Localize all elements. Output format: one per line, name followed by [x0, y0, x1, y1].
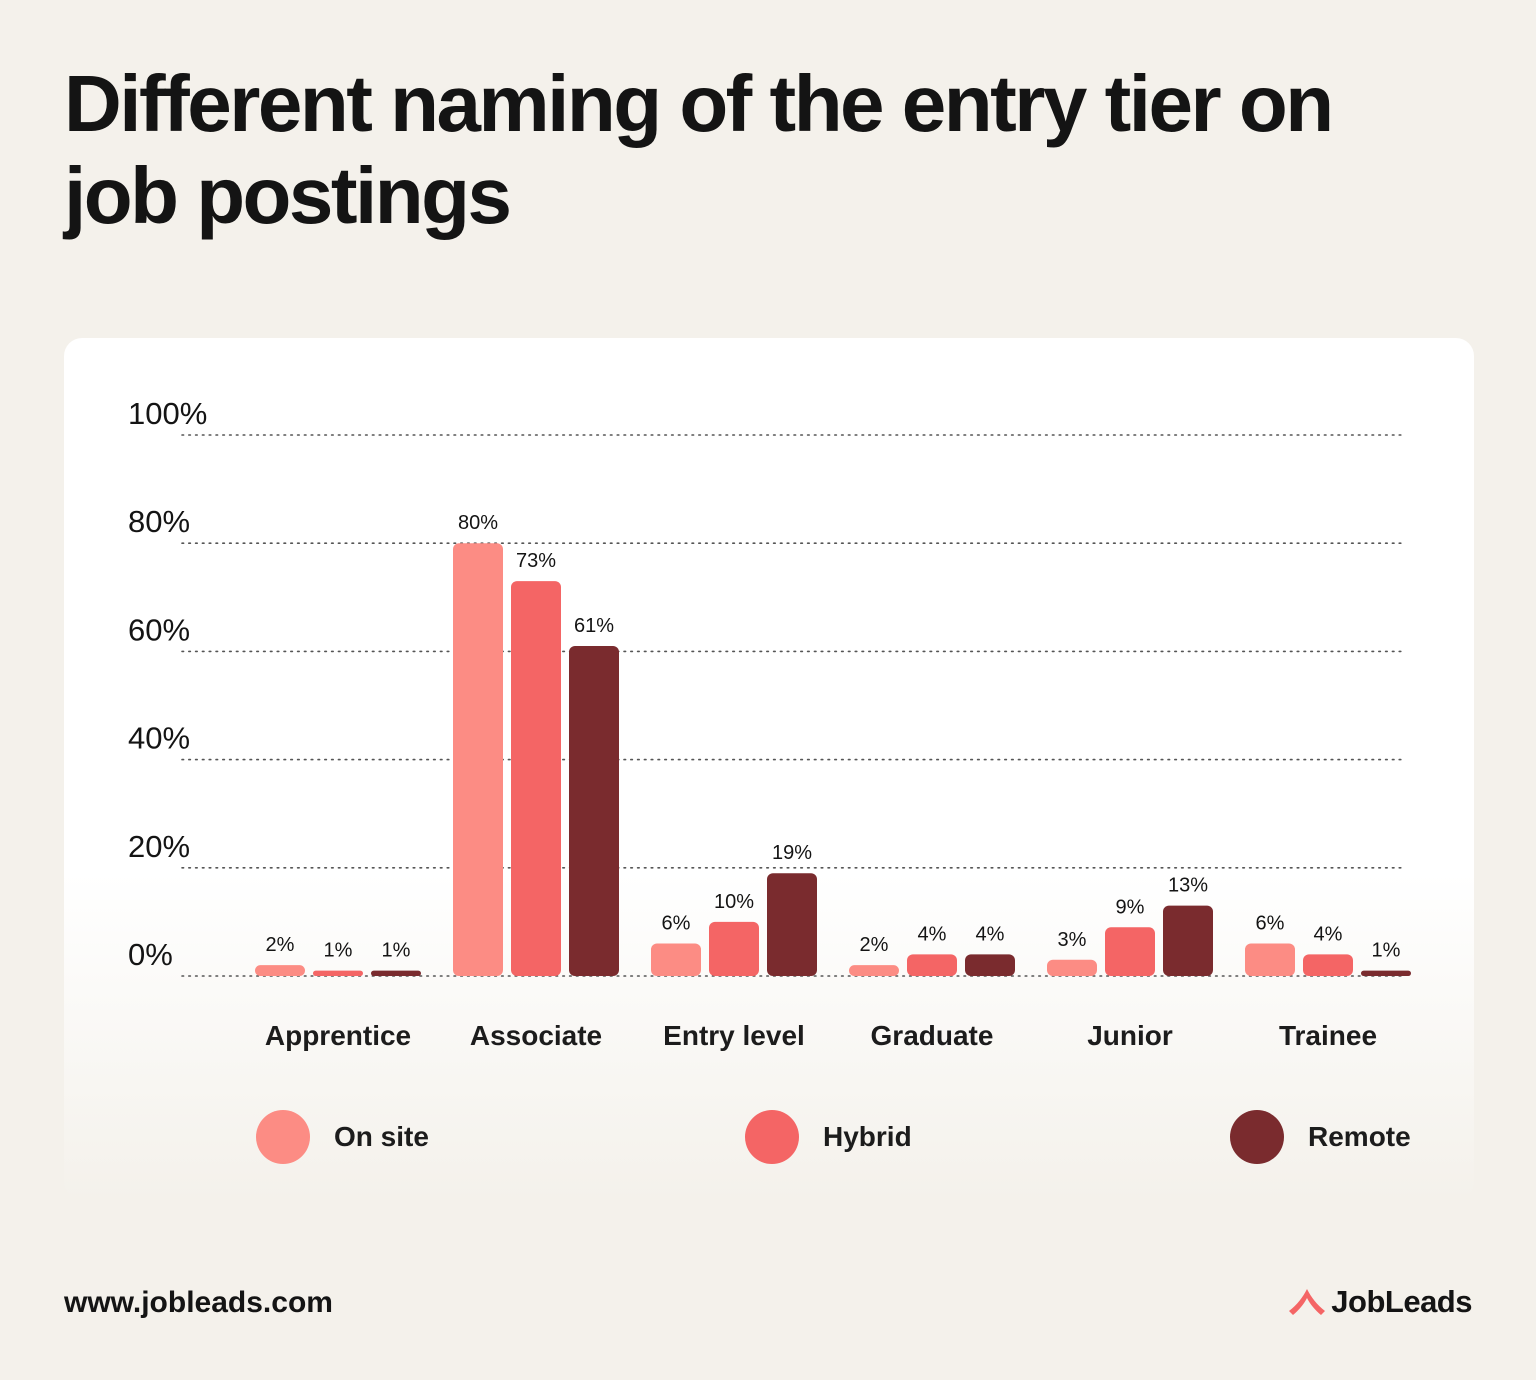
bar [453, 543, 503, 976]
bar [371, 970, 421, 976]
jobleads-logo-icon [1289, 1289, 1326, 1315]
bar [907, 954, 957, 976]
bar [965, 954, 1015, 976]
bar [709, 921, 759, 976]
data-label: 2% [266, 934, 295, 956]
data-label: 73% [516, 550, 556, 572]
data-label: 6% [1256, 913, 1285, 935]
chart-card: 0% 20% 40% 60% 80% 100% 2% 1% 1% Apprentice 80% 73%… [64, 338, 1474, 1200]
bar [1303, 954, 1353, 976]
data-label: 1% [382, 940, 411, 962]
data-label: 10% [714, 891, 754, 913]
bar [849, 965, 899, 976]
y-tick-label: 100% [128, 396, 207, 431]
x-tick-label: Graduate [871, 1020, 994, 1051]
data-label: 19% [772, 842, 812, 864]
y-tick-label: 40% [128, 721, 190, 756]
data-label: 4% [918, 923, 947, 945]
footer-url[interactable]: www.jobleads.com [64, 1286, 333, 1319]
data-label: 4% [1314, 923, 1343, 945]
y-tick-label: 0% [128, 937, 173, 972]
data-label: 9% [1116, 896, 1145, 918]
bar-chart: 0% 20% 40% 60% 80% 100% 2% 1% 1% Apprentice 80% 73%… [128, 396, 1411, 1051]
bar [767, 873, 817, 976]
bar [1163, 905, 1213, 976]
x-tick-label: Trainee [1279, 1020, 1377, 1051]
data-label: 3% [1058, 929, 1087, 951]
data-label: 6% [662, 913, 691, 935]
bar [1245, 943, 1295, 976]
bar [255, 965, 305, 976]
bar [1047, 959, 1097, 976]
data-label: 2% [860, 934, 889, 956]
y-tick-label: 20% [128, 829, 190, 864]
bar [313, 970, 363, 976]
bar [1105, 927, 1155, 976]
data-label: 13% [1168, 875, 1208, 897]
data-label: 80% [458, 512, 498, 534]
bar [1361, 970, 1411, 976]
brand-name: JobLeads [1331, 1284, 1472, 1319]
x-tick-label: Apprentice [265, 1020, 411, 1051]
chart-title: Different naming of the entry tier on jo… [64, 59, 1334, 240]
x-tick-label: Entry level [663, 1020, 805, 1051]
x-tick-label: Junior [1087, 1020, 1173, 1051]
data-label: 61% [574, 615, 614, 637]
brand-logo: JobLeads [1287, 1284, 1472, 1320]
data-label: 1% [324, 940, 353, 962]
data-label: 4% [976, 923, 1005, 945]
y-tick-label: 60% [128, 612, 190, 647]
x-tick-label: Associate [470, 1020, 602, 1051]
bar [511, 581, 561, 976]
y-tick-label: 80% [128, 504, 190, 539]
data-label: 1% [1372, 940, 1401, 962]
bar [651, 943, 701, 976]
bar [569, 645, 619, 976]
